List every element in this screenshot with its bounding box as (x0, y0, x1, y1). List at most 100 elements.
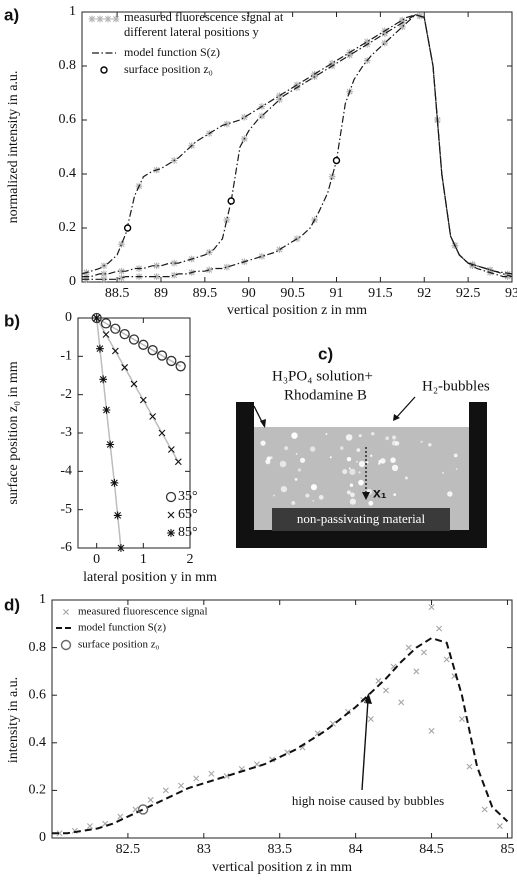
x-tick-label: 89 (154, 286, 168, 301)
panel-label: d) (4, 595, 20, 614)
marker (436, 625, 443, 632)
y-tick-label: 1 (39, 592, 46, 607)
marker (118, 267, 125, 275)
fit-line (96, 317, 182, 367)
axis-label: x₁ (373, 485, 387, 501)
marker (208, 770, 215, 777)
y-tick-label: 0.6 (29, 687, 47, 702)
marker (91, 312, 102, 324)
marker (100, 275, 108, 283)
marker (223, 773, 230, 780)
panel-label: a) (4, 5, 19, 24)
marker (117, 544, 125, 552)
bubble (318, 494, 324, 500)
marker (86, 823, 93, 830)
x-tick-label: 89.5 (193, 286, 218, 301)
bubble (297, 468, 302, 472)
x-axis-label: vertical position z in mm (227, 303, 367, 318)
x-tick-label: 91 (329, 286, 343, 301)
y-axis-label: normalized intensity in a.u. (6, 71, 21, 224)
x-tick-label: 82.5 (116, 842, 141, 857)
marker (381, 30, 389, 37)
bubble (393, 493, 397, 497)
bubble (447, 491, 453, 497)
bubble (348, 467, 351, 470)
marker (276, 92, 283, 100)
solution-label: Rhodamine B (284, 387, 367, 403)
bubble (356, 461, 358, 463)
marker (110, 478, 119, 487)
arrow-head (364, 693, 372, 704)
marker (420, 649, 427, 656)
marker (398, 23, 406, 31)
marker (428, 604, 435, 611)
marker (258, 252, 266, 260)
marker (383, 687, 389, 694)
bubble (349, 468, 356, 475)
material-block (272, 508, 450, 531)
legend-marker (165, 491, 177, 503)
bubble (279, 460, 287, 468)
bubble (385, 436, 390, 441)
bubble (266, 456, 271, 461)
y-tick-label: 0.8 (59, 58, 77, 73)
legend-label: model function S(z) (78, 622, 166, 634)
bubble (404, 476, 408, 480)
marker (496, 823, 503, 830)
arrow-head (260, 419, 266, 428)
y-tick-label: -1 (60, 349, 72, 364)
marker (147, 345, 158, 356)
bubble (420, 440, 423, 444)
y-tick-label: 1 (69, 4, 76, 19)
bubble (391, 464, 399, 472)
marker (121, 364, 129, 371)
bubble (391, 435, 397, 440)
bubble (358, 471, 361, 474)
bubble (291, 432, 298, 439)
panel-label: b) (4, 311, 20, 330)
x-axis-label: lateral position y in mm (83, 570, 217, 585)
y-tick-label: -4 (60, 464, 72, 479)
bubble-group (260, 432, 458, 506)
marker (139, 396, 147, 404)
x-tick-label: 92 (417, 286, 431, 301)
diagram-c: non-passivating material c) H₃PO₄ soluti… (236, 344, 490, 548)
bubble (284, 446, 289, 451)
bubble (340, 446, 344, 450)
marker (170, 271, 178, 279)
marker (118, 240, 125, 248)
y-tick-label: 0 (69, 274, 76, 289)
marker (104, 15, 112, 23)
marker (158, 429, 166, 437)
marker (92, 314, 101, 322)
marker (113, 511, 122, 520)
y-tick-label: 0.2 (29, 783, 47, 798)
marker (153, 273, 160, 280)
x-tick-label: 1 (140, 552, 147, 567)
bubble (356, 448, 361, 452)
marker (328, 173, 336, 181)
container-opening (254, 402, 469, 427)
x-tick-label: 85 (500, 842, 514, 857)
marker (147, 796, 154, 803)
x-tick-label: 83.5 (267, 842, 292, 857)
y-tick-label: -5 (60, 502, 72, 517)
legend-marker (60, 639, 72, 651)
arrow-head (362, 492, 370, 500)
marker (110, 323, 121, 334)
marker (174, 458, 182, 466)
surface-marker (332, 156, 341, 165)
legend-label: measured fluorescence signal at differen… (124, 10, 284, 39)
bubble (349, 498, 356, 505)
arrow-head (393, 414, 400, 421)
bubble (346, 490, 351, 495)
bubble (299, 457, 306, 463)
x-tick-label: 84.5 (419, 842, 444, 857)
legend-label: model function S(z) (124, 45, 220, 59)
legend-label: measured fluorescence signal (78, 606, 208, 618)
y-tick-label: 0.4 (29, 735, 47, 750)
bubble (455, 468, 458, 470)
bubble (358, 479, 364, 486)
x-tick-label: 90.5 (280, 286, 305, 301)
